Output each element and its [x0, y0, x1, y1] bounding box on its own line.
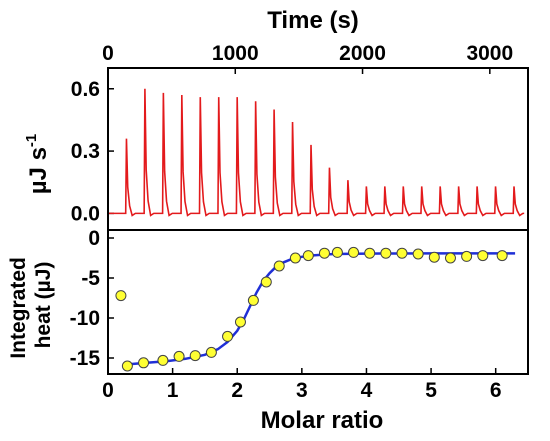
data-point	[477, 250, 489, 262]
top-x-tick-label: 2000	[339, 42, 386, 65]
data-point	[289, 252, 301, 264]
data-point	[273, 260, 285, 272]
top-y-tick-label: 0.0	[71, 202, 100, 225]
data-point	[461, 250, 473, 262]
top-x-tick-label: 0	[102, 42, 114, 65]
bottom-y-axis-title-line1: Integrated	[7, 257, 30, 359]
top-plot-frame	[107, 67, 529, 231]
bottom-x-axis-title: Molar ratio	[261, 407, 384, 434]
bottom-y-tick-label: 0	[88, 227, 100, 250]
data-points	[115, 246, 508, 372]
data-point	[189, 350, 201, 362]
data-point	[396, 247, 408, 259]
data-point	[412, 248, 424, 260]
bottom-x-tick-label: 1	[167, 379, 179, 402]
data-point	[138, 357, 150, 369]
data-point	[234, 316, 246, 328]
data-point	[380, 247, 392, 259]
top-y-tick-label: 0.3	[71, 140, 100, 163]
bottom-panel: 0 1 2 3 4 5 6 0 -5 -10 -15 Molar ratio Integrated…	[7, 227, 516, 434]
data-point	[222, 330, 234, 342]
data-point	[348, 246, 360, 258]
bottom-x-tick-label: 3	[296, 379, 308, 402]
data-point	[247, 294, 259, 306]
bottom-y-tick-label: -10	[70, 307, 100, 330]
data-point	[496, 250, 508, 262]
top-x-axis-title: Time (s)	[267, 7, 359, 34]
top-x-tick-label: 1000	[212, 42, 259, 65]
bottom-plot-frame	[107, 229, 529, 375]
top-panel: Time (s) 0 1000 2000 3000 0.0 0.3 0.6 µJ s-1	[23, 7, 525, 225]
data-point	[428, 251, 440, 263]
data-point	[318, 247, 330, 259]
bottom-y-tick-label: -15	[70, 347, 101, 370]
data-point	[173, 350, 185, 362]
top-y-axis-exponent: -1	[23, 134, 40, 147]
bottom-x-tick-label: 6	[490, 379, 502, 402]
thermogram-trace	[108, 88, 525, 217]
data-point	[444, 252, 456, 264]
bottom-x-tick-label: 0	[102, 379, 114, 402]
top-y-axis-title: µJ s-1	[23, 134, 52, 195]
data-point	[121, 360, 133, 372]
bottom-y-axis-title-line2: heat (µJ)	[32, 262, 55, 349]
data-point	[260, 276, 272, 288]
bottom-y-axis-title: Integrated heat (µJ)	[7, 251, 55, 358]
data-point	[157, 354, 169, 366]
bottom-y-ticks: 0 -5 -10 -15	[70, 227, 114, 370]
bottom-y-tick-label: -5	[81, 267, 100, 290]
top-y-axis-unit: µJ s	[25, 147, 52, 194]
top-y-tick-label: 0.6	[71, 78, 100, 101]
bottom-x-tick-label: 2	[231, 379, 243, 402]
bottom-x-tick-label: 4	[361, 379, 373, 402]
data-point	[331, 246, 343, 258]
fit-curve	[127, 252, 516, 366]
data-point	[205, 346, 217, 358]
bottom-x-tick-label: 5	[425, 379, 437, 402]
top-x-ticks: 0 1000 2000 3000	[102, 42, 513, 74]
data-point	[302, 250, 314, 262]
data-point	[115, 290, 127, 302]
top-y-ticks: 0.0 0.3 0.6	[71, 78, 114, 225]
data-point	[364, 247, 376, 259]
top-x-tick-label: 3000	[466, 42, 513, 65]
